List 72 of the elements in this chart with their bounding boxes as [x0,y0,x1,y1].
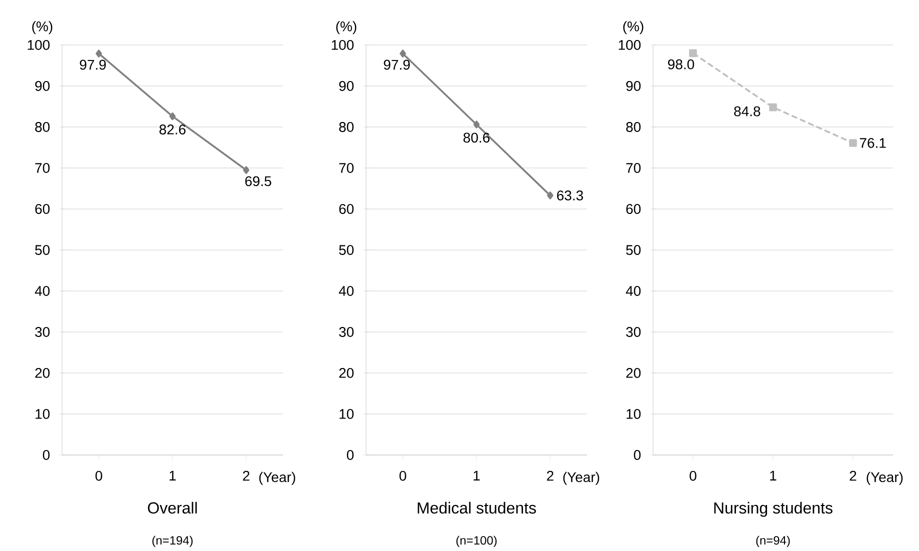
data-label: 84.8 [734,106,760,116]
y-tick-label: 80 [35,122,50,132]
point [169,112,176,120]
text: Overall [148,502,197,514]
y-tick-label: 90 [35,81,50,91]
y-tick-label: 80 [339,122,354,132]
point [473,120,480,128]
point [96,50,102,58]
y-axis-title: (%) [623,21,644,34]
y-axis-title: (%) [336,21,356,34]
x-axis-title: (Year) [563,472,600,485]
data-label: 97.9 [80,60,106,70]
x-axis-title: (Year) [866,472,903,485]
y-tick-label: 0 [634,450,641,460]
y-tick-label: 20 [35,368,50,378]
point [769,103,777,112]
text: (n=194) [152,536,193,548]
y-tick-label: 30 [626,327,641,337]
point [689,49,697,58]
y-tick-label: 90 [339,81,354,91]
y-tick-label: 10 [36,409,50,419]
point [243,166,250,174]
y-tick-label: 30 [339,327,354,337]
x-tick-label: 0 [95,470,102,481]
y-tick-label: 20 [626,368,641,378]
y-tick-label: 50 [35,245,50,255]
x-tick-label: 2 [242,470,250,481]
data-label: 98.0 [668,59,694,70]
y-axis-title: (%) [32,21,52,34]
point [400,50,406,58]
x-tick-label: 0 [690,470,696,481]
text: Medical students [418,502,536,514]
y-tick-label: 70 [626,163,641,173]
y-tick-label: 0 [42,450,50,460]
y-tick-label: 50 [339,245,354,255]
y-tick-label: 40 [338,286,354,296]
x-tick-label: 1 [170,470,176,480]
y-tick-label: 100 [28,40,50,50]
y-tick-label: 50 [626,245,641,255]
data-label: 82.6 [159,124,186,134]
text: Nursing students [714,502,832,517]
y-tick-label: 10 [340,409,354,419]
y-tick-label: 60 [339,204,354,214]
y-tick-label: 20 [339,368,354,378]
point [547,192,554,200]
data-label: 69.5 [245,176,272,186]
text: (n=94) [756,536,790,548]
data-label: 97.9 [384,60,410,70]
x-tick-label: 2 [546,470,554,481]
y-tick-label: 40 [34,286,50,296]
y-tick-label: 40 [626,286,641,296]
x-tick-label: 0 [399,470,406,481]
y-tick-label: 70 [35,163,50,173]
y-tick-label: 100 [618,40,641,50]
data-label: 76.1 [860,138,886,148]
x-tick-label: 1 [770,470,776,480]
text: (n=100) [456,536,497,548]
x-tick-label: 2 [850,470,856,481]
data-label: 63.3 [557,190,584,200]
y-tick-label: 70 [339,163,354,173]
y-tick-label: 30 [35,327,50,337]
y-tick-label: 0 [346,450,354,460]
y-tick-label: 80 [626,122,641,132]
y-tick-label: 60 [35,204,50,214]
y-tick-label: 100 [332,40,354,50]
y-tick-label: 60 [626,204,641,214]
data-label: 80.6 [463,132,490,143]
x-axis-title: (Year) [259,472,296,485]
x-tick-label: 1 [474,470,480,480]
point [849,139,857,147]
y-tick-label: 10 [626,409,641,419]
y-tick-label: 90 [626,81,641,91]
